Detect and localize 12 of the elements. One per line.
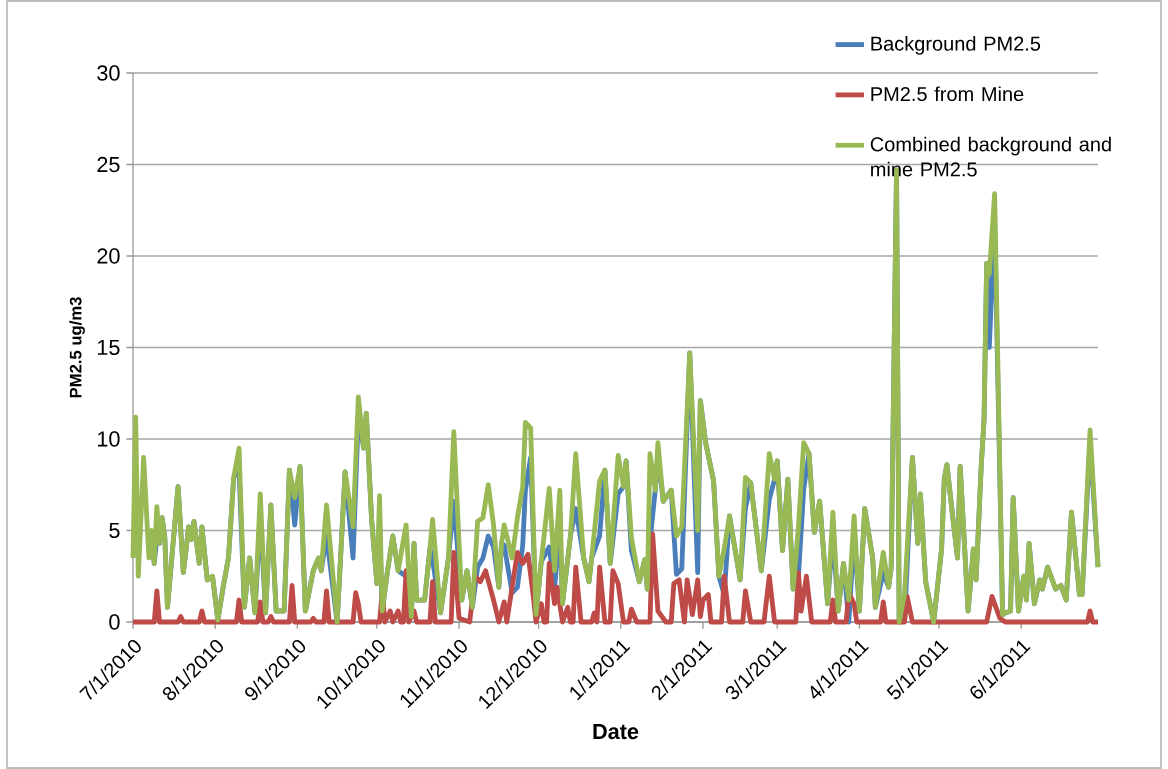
legend-label: Background PM2.5 (871, 36, 1041, 55)
y-tick-label: 5 (109, 522, 120, 539)
y-tick-label: 15 (98, 339, 120, 356)
y-tick-label: 25 (97, 156, 120, 173)
y-axis-title: PM2.5 ug/m3 (69, 297, 85, 398)
y-tick-label: 0 (109, 614, 120, 630)
x-axis-title: Date (593, 724, 639, 740)
legend-label: PM2.5 from Mine (871, 86, 1024, 102)
y-tick-label: 10 (98, 431, 120, 447)
y-tick-label: 30 (97, 65, 120, 81)
y-tick-label: 20 (97, 248, 120, 264)
legend-label: Combined background and mine PM2.5 (870, 136, 1111, 177)
